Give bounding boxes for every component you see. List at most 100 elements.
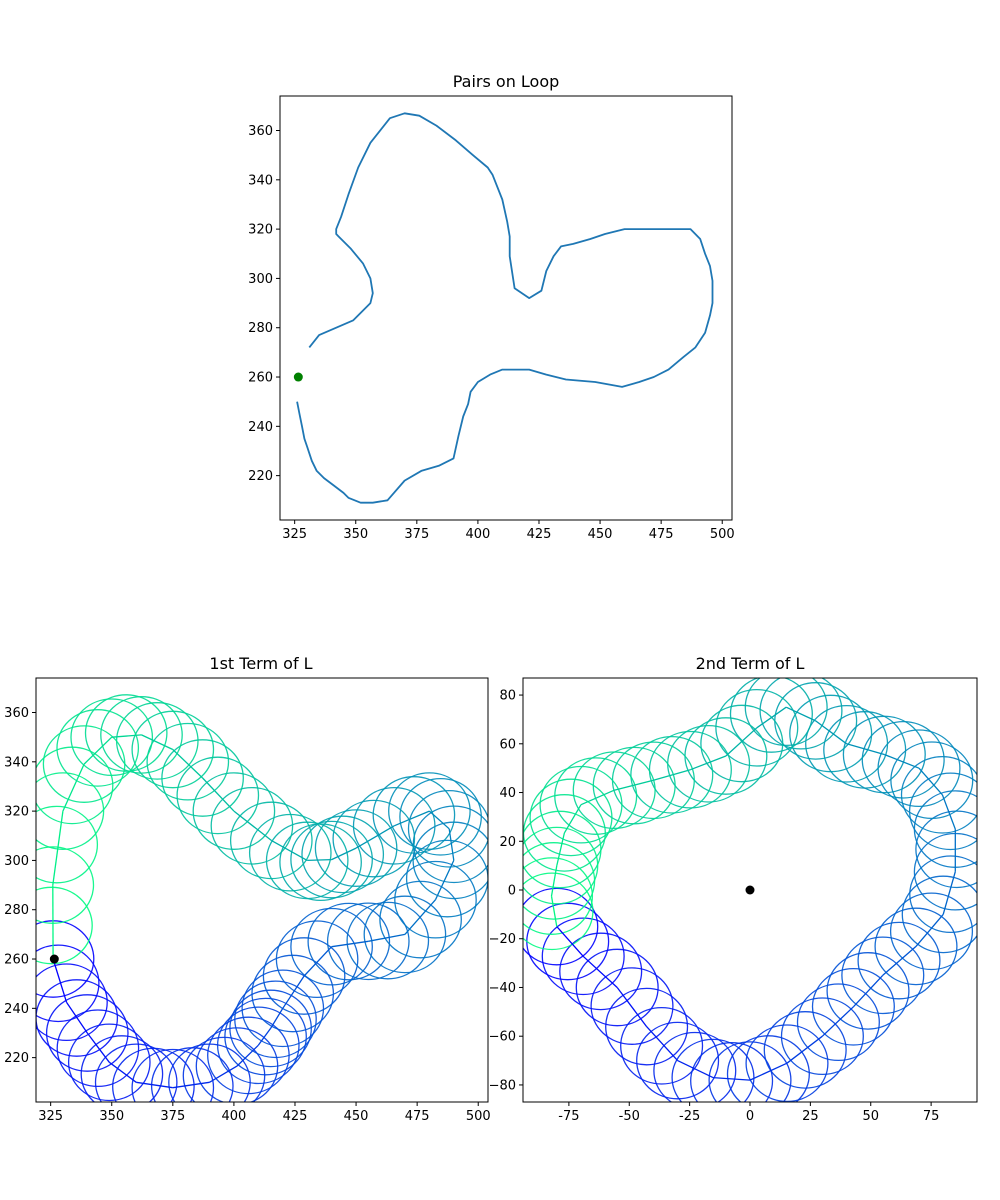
x-tick-label: 450 xyxy=(344,1109,369,1124)
x-tick-label: 475 xyxy=(405,1109,430,1124)
mesh-curve xyxy=(900,755,977,834)
mesh-spoke xyxy=(270,1007,284,1029)
y-tick-label: 340 xyxy=(4,755,29,770)
mesh-curve xyxy=(36,963,108,1042)
mesh-spoke xyxy=(550,865,558,897)
y-tick-label: 20 xyxy=(499,835,516,850)
x-tick-label: 375 xyxy=(404,527,429,542)
mesh-spoke xyxy=(428,810,450,830)
mesh-curve xyxy=(901,875,977,954)
mesh-spoke xyxy=(941,794,956,830)
mesh-curve xyxy=(523,810,602,889)
mesh-curve xyxy=(161,739,244,817)
mesh-curve xyxy=(36,746,114,825)
y-tick-label: 220 xyxy=(4,1051,29,1066)
x-tick-label: 450 xyxy=(588,527,613,542)
mesh-curve xyxy=(131,1048,215,1102)
mesh-curve xyxy=(332,799,416,878)
mesh-curve xyxy=(314,809,398,887)
marker-point xyxy=(745,885,755,895)
mesh-curve xyxy=(559,932,643,1011)
mesh-spoke xyxy=(582,955,618,988)
mesh-spoke xyxy=(307,858,332,862)
mesh-curve xyxy=(100,696,183,774)
mesh-curve xyxy=(653,1031,737,1102)
mesh-spoke xyxy=(563,804,582,834)
mesh-spoke xyxy=(614,779,654,791)
mesh-curve xyxy=(388,772,471,850)
mesh-spoke xyxy=(209,1065,238,1083)
mesh-spoke xyxy=(550,895,558,927)
mesh-spoke xyxy=(65,1001,88,1034)
mesh-curve xyxy=(745,1024,829,1102)
y-tick-label: −40 xyxy=(489,981,516,996)
x-tick-label: 425 xyxy=(527,527,552,542)
mesh-spoke xyxy=(725,727,758,757)
loop-chart: Pairs on Loop 325 350 375 400 425 450 475 500 22… xyxy=(248,72,734,542)
mesh-spoke xyxy=(136,1081,173,1089)
term2-chart-title: 2nd Term of L xyxy=(696,654,805,673)
mesh-curve xyxy=(363,895,447,974)
mesh-curve xyxy=(372,776,456,854)
mesh-curve xyxy=(796,983,880,1062)
mesh-spoke xyxy=(434,860,455,900)
x-tick-label: 425 xyxy=(283,1109,308,1124)
mesh-curve xyxy=(826,952,910,1030)
mesh-curve xyxy=(805,704,889,783)
mesh-spoke xyxy=(62,763,85,812)
mesh-curve xyxy=(909,855,977,934)
mesh-curve xyxy=(84,694,168,772)
mesh-curve xyxy=(763,1011,847,1089)
series-line xyxy=(296,112,714,504)
mesh-curve xyxy=(224,997,307,1076)
mesh-curve xyxy=(36,886,93,965)
mesh-curve xyxy=(541,917,625,996)
mesh-spoke xyxy=(257,1028,272,1046)
x-tick-label: 400 xyxy=(465,527,490,542)
mesh-spoke xyxy=(236,1044,259,1067)
y-tick-label: 320 xyxy=(248,223,273,238)
mesh-spoke xyxy=(677,1060,714,1079)
mesh-curve xyxy=(708,1041,792,1102)
mesh-curve xyxy=(42,725,126,803)
mesh-spoke xyxy=(86,1032,110,1063)
mesh-curve xyxy=(45,994,129,1072)
mesh-spoke xyxy=(83,736,113,765)
y-tick-label: 220 xyxy=(248,469,273,484)
term1-chart: 1st Term of L 325 350 375 400 425 450 475 500 22… xyxy=(4,654,491,1124)
marker-point xyxy=(49,954,59,964)
y-tick-label: 260 xyxy=(4,953,29,968)
x-tick-label: 0 xyxy=(746,1109,754,1124)
y-tick-label: 80 xyxy=(499,689,516,704)
mesh-spoke xyxy=(846,743,885,756)
y-tick-label: 60 xyxy=(499,737,516,752)
mesh-curve xyxy=(744,678,828,747)
mesh-spoke xyxy=(815,720,847,745)
mesh-spoke xyxy=(282,975,305,1009)
mesh-curve xyxy=(36,805,99,884)
mesh-curve xyxy=(262,937,346,1015)
mesh-curve xyxy=(539,765,623,844)
mesh-spoke xyxy=(821,1006,854,1037)
mesh-curve xyxy=(605,987,689,1066)
mesh-spoke xyxy=(303,946,333,977)
mesh-curve xyxy=(290,820,373,899)
mesh-curve xyxy=(112,1047,195,1102)
mesh-curve xyxy=(346,901,430,980)
mesh-curve xyxy=(36,772,105,850)
y-tick-label: 280 xyxy=(248,321,273,336)
mesh-curve xyxy=(229,801,313,880)
mesh-curve xyxy=(841,936,925,1015)
x-tick-label: 75 xyxy=(923,1109,940,1124)
x-tick-label: 500 xyxy=(466,1109,491,1124)
mesh-curve xyxy=(523,826,599,905)
mesh-spoke xyxy=(852,974,884,1008)
mesh-curve xyxy=(523,887,599,966)
x-tick-label: 350 xyxy=(99,1109,124,1124)
x-tick-label: 400 xyxy=(221,1109,246,1124)
mesh-curve xyxy=(192,772,276,850)
mesh-curve xyxy=(908,772,977,851)
mesh-spoke xyxy=(712,1076,751,1081)
y-tick-label: 240 xyxy=(248,420,273,435)
